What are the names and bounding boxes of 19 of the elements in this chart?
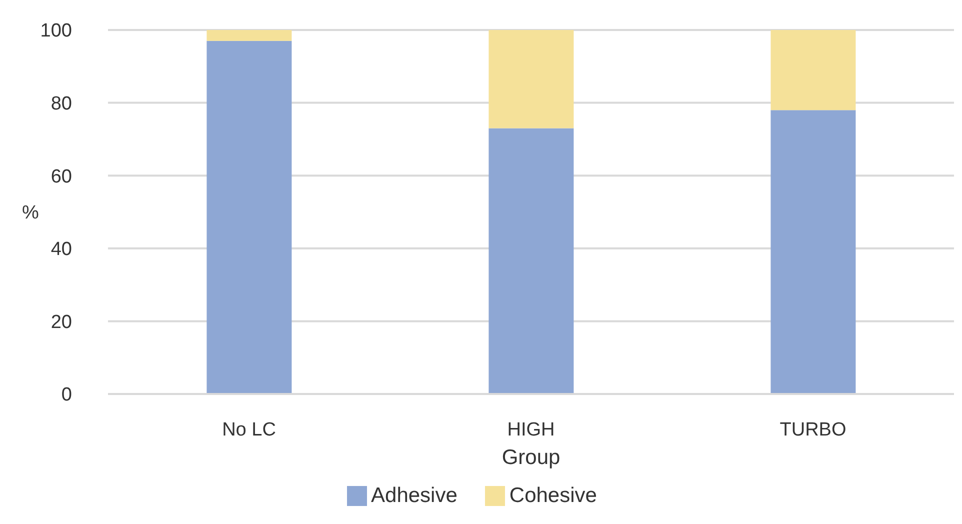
- x-tick-label: HIGH: [507, 419, 555, 440]
- bar: [488, 30, 574, 128]
- y-tick-label: 20: [50, 312, 72, 333]
- bar: [488, 128, 574, 394]
- y-tick-label: 80: [50, 94, 72, 115]
- x-tick-label: TURBO: [780, 419, 846, 440]
- y-tick-label: 40: [50, 239, 72, 260]
- x-tick-label: No LC: [222, 419, 276, 440]
- y-tick-label: 60: [50, 166, 72, 188]
- y-axis-title: %: [22, 202, 39, 224]
- y-tick-label: 0: [61, 384, 72, 406]
- bar: [206, 40, 292, 394]
- x-axis-title: Group: [502, 446, 560, 469]
- bar: [770, 110, 856, 394]
- bar: [770, 30, 856, 110]
- legend-label: Cohesive: [509, 484, 597, 507]
- bar: [206, 30, 292, 41]
- legend-label: Adhesive: [371, 484, 458, 507]
- y-tick-label: 100: [40, 20, 72, 42]
